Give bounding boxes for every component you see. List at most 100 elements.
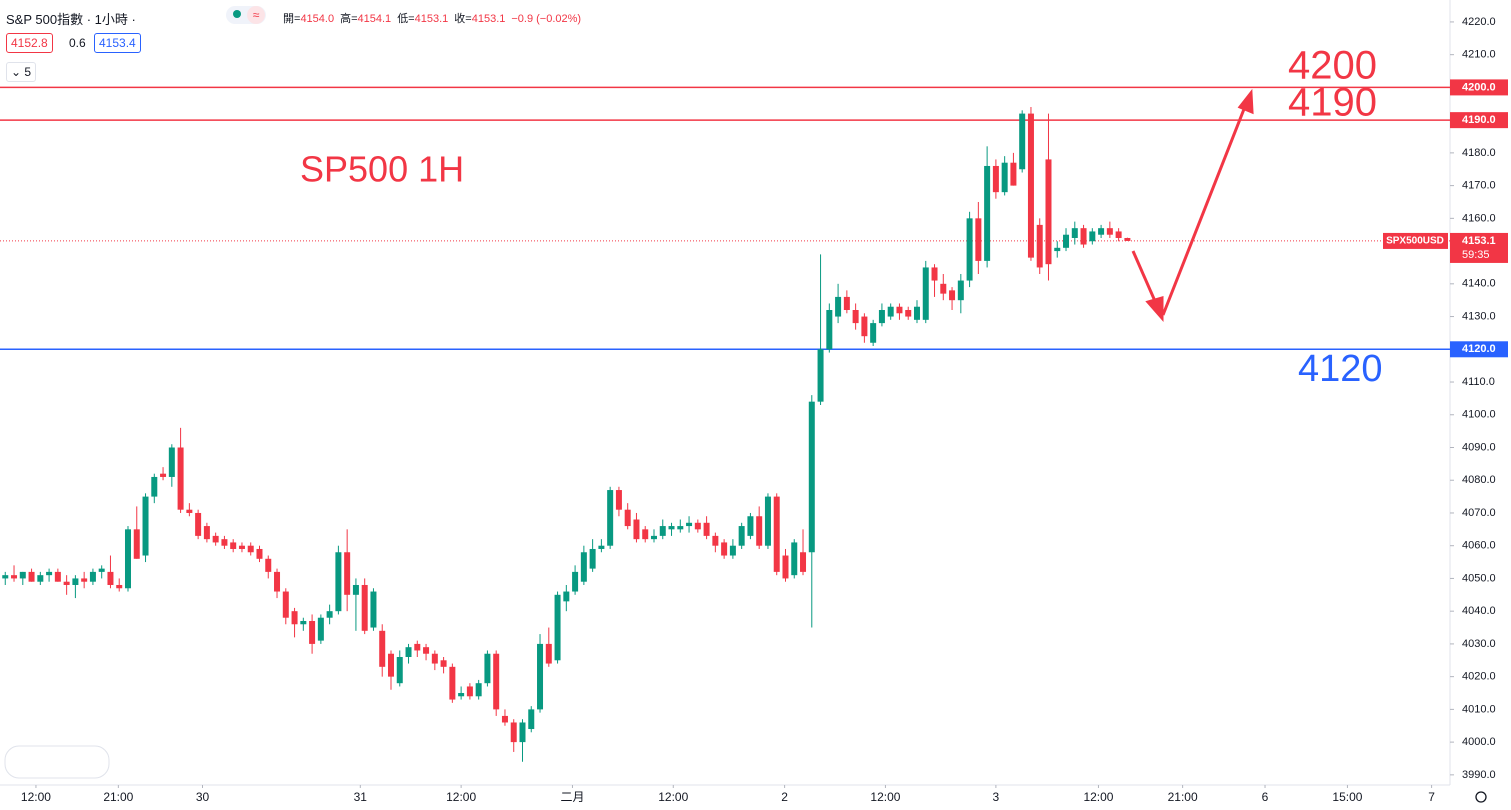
candle-body xyxy=(466,686,473,697)
candle-body xyxy=(966,218,973,281)
x-tick-label: 7 xyxy=(1428,790,1435,804)
candle-body xyxy=(782,555,789,579)
candle-body xyxy=(405,647,412,658)
indicator-toggle[interactable]: ⌄ 5 xyxy=(6,62,37,82)
y-tick-label: 4030.0 xyxy=(1462,638,1496,650)
candle-body xyxy=(160,473,167,477)
annotation: SP500 1H xyxy=(300,149,464,190)
candle-body xyxy=(46,571,53,576)
ask-button[interactable]: 4153.4 xyxy=(94,33,141,53)
candle-body xyxy=(791,542,798,576)
candle-body xyxy=(300,620,307,625)
candle-body xyxy=(133,529,140,559)
x-tick-label: 二月 xyxy=(560,790,584,804)
candle-body xyxy=(615,490,622,510)
y-tick-label: 4070.0 xyxy=(1462,507,1496,519)
candle-body xyxy=(484,653,491,684)
candle-body xyxy=(598,545,605,549)
arrow-head xyxy=(1237,88,1254,115)
status-badges[interactable]: ≈ xyxy=(226,6,266,24)
last-price-box xyxy=(1450,232,1508,263)
candle-body xyxy=(1106,228,1113,235)
ohlc-value: 4153.1 xyxy=(471,13,506,25)
candle-body xyxy=(650,535,657,540)
y-tick-label: 4060.0 xyxy=(1462,540,1496,552)
candle-body xyxy=(449,666,456,700)
candle-body xyxy=(729,545,736,556)
candle-body xyxy=(817,349,824,402)
y-tick-label: 4110.0 xyxy=(1462,376,1495,388)
candle-body xyxy=(992,165,999,193)
y-tick-label: 4130.0 xyxy=(1462,310,1496,322)
ohlc-value: 4154.0 xyxy=(300,13,335,25)
ohlc-legend: 開=4154.0 高=4154.1 低=4153.1 收=4153.1 −0.9 (−0… xyxy=(283,10,581,26)
candle-body xyxy=(11,575,18,579)
y-tick-label: 4010.0 xyxy=(1462,703,1496,715)
bid-button[interactable]: 4152.8 xyxy=(6,33,53,53)
settings-icon[interactable] xyxy=(1475,791,1487,803)
candle-body xyxy=(370,591,377,628)
candle-body xyxy=(1098,228,1105,235)
candle-body xyxy=(107,571,114,585)
candle-body xyxy=(256,548,263,559)
forecast-arrows xyxy=(1131,88,1254,322)
candle-body xyxy=(431,653,438,664)
candle-body xyxy=(940,283,947,294)
candle-body xyxy=(309,620,316,644)
candle-body xyxy=(826,310,833,350)
y-tick-label: 4000.0 xyxy=(1462,736,1496,748)
candle-body xyxy=(81,578,88,582)
ohlc-value: 4153.1 xyxy=(414,13,449,25)
y-tick-label: 4050.0 xyxy=(1462,572,1496,584)
candle-body xyxy=(1063,234,1070,248)
ohlc-label: 收= xyxy=(454,13,472,25)
last-price-label: 4153.1 xyxy=(1462,235,1496,247)
candle-body xyxy=(554,594,561,661)
candle-body xyxy=(379,630,386,667)
toolbar-pill[interactable] xyxy=(4,745,110,779)
candle-body xyxy=(265,558,272,572)
candle-body xyxy=(423,647,430,654)
candle-body xyxy=(274,571,281,592)
y-tick-label: 4020.0 xyxy=(1462,671,1496,683)
candle-body xyxy=(1045,159,1052,265)
candle-body xyxy=(624,509,631,527)
candle-body xyxy=(800,552,807,572)
candle-body xyxy=(1089,231,1096,242)
symbol-label-box xyxy=(1383,232,1448,249)
candle-body xyxy=(98,568,105,572)
candle-body xyxy=(949,290,956,301)
candle-body xyxy=(177,447,184,510)
candle-body xyxy=(396,657,403,684)
candle-body xyxy=(510,722,517,743)
candle-body xyxy=(352,584,359,595)
candle-body xyxy=(852,310,859,324)
candle-body xyxy=(89,571,96,582)
y-tick-label: 3990.0 xyxy=(1462,769,1496,781)
candle-body xyxy=(537,643,544,710)
level-label-box xyxy=(1450,341,1508,358)
candle-body xyxy=(694,522,701,530)
candle-body xyxy=(37,575,44,582)
candle-body xyxy=(1124,237,1131,241)
candle-body xyxy=(589,548,596,569)
countdown-label: 59:35 xyxy=(1462,249,1490,261)
candle-body xyxy=(230,542,237,549)
candle-body xyxy=(984,165,991,261)
candle-body xyxy=(116,584,123,589)
candle-body xyxy=(528,709,535,730)
symbol-title[interactable]: S&P 500指數 · 1小時 · xyxy=(6,12,136,27)
x-tick-label: 21:00 xyxy=(1168,790,1198,804)
x-tick-label: 12:00 xyxy=(658,790,688,804)
x-tick-label: 12:00 xyxy=(21,790,51,804)
y-tick-label: 4220.0 xyxy=(1462,16,1496,28)
candle-body xyxy=(1080,228,1087,245)
annotation: 4120 xyxy=(1298,348,1383,390)
ohlc-label: 開= xyxy=(283,13,301,25)
level-label-box xyxy=(1450,112,1508,129)
candle-body xyxy=(861,316,868,337)
ohlc-value: 4154.1 xyxy=(357,13,392,25)
candle-body xyxy=(808,401,815,553)
